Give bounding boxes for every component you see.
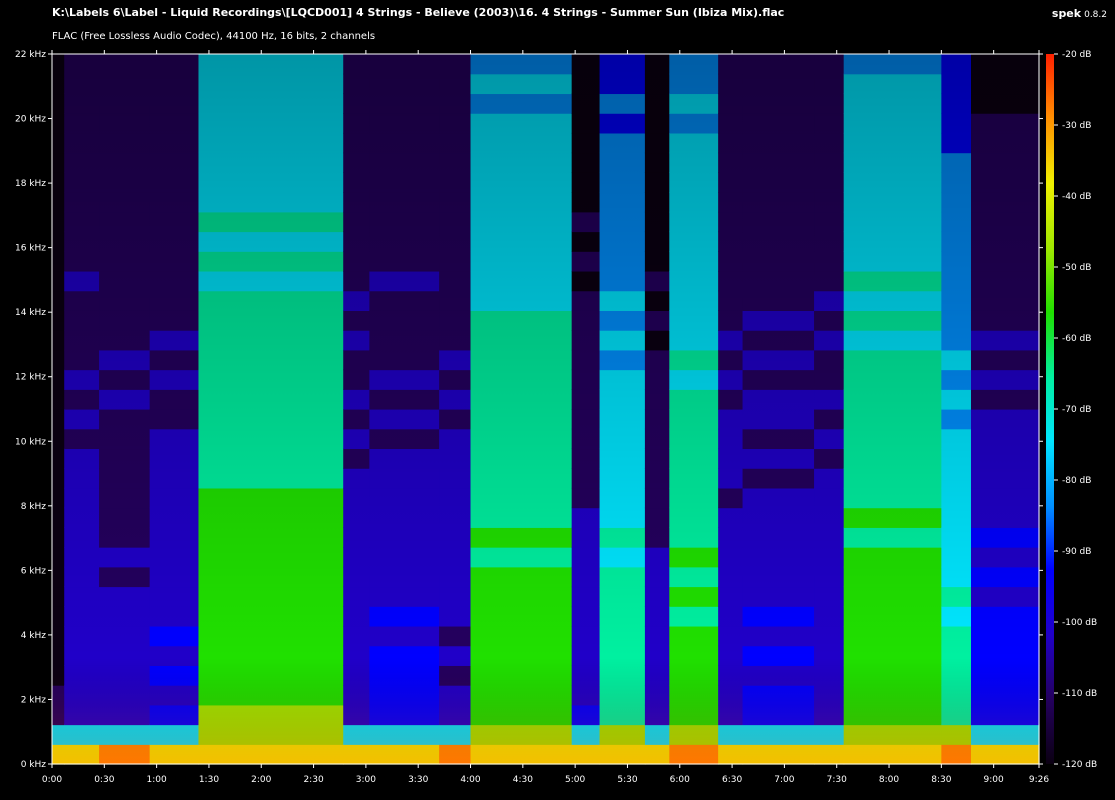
x-tick-label: 6:30	[722, 775, 742, 785]
colorbar-tick-label: -70 dB	[1062, 405, 1091, 415]
x-tick-label: 8:00	[879, 775, 899, 785]
y-tick-label: 14 kHz	[15, 308, 46, 318]
x-tick-label: 2:00	[251, 775, 271, 785]
colorbar-tick-label: -120 dB	[1062, 760, 1097, 770]
x-tick-label: 1:00	[147, 775, 167, 785]
y-tick-label: 18 kHz	[15, 179, 46, 189]
y-tick-label: 8 kHz	[21, 502, 47, 512]
colorbar-tick-label: -80 dB	[1062, 476, 1091, 486]
colorbar-tick-label: -30 dB	[1062, 121, 1091, 131]
x-tick-label: 7:00	[774, 775, 794, 785]
y-tick-label: 6 kHz	[21, 566, 47, 576]
app-name: spek	[1051, 7, 1082, 20]
colorbar-tick-label: -40 dB	[1062, 192, 1091, 202]
spectrogram-shading	[52, 54, 1039, 764]
x-tick-label: 4:30	[513, 775, 533, 785]
x-tick-label: 3:30	[408, 775, 428, 785]
x-tick-label: 8:30	[931, 775, 951, 785]
x-tick-label: 7:30	[827, 775, 847, 785]
audio-info: FLAC (Free Lossless Audio Codec), 44100 …	[52, 31, 376, 42]
y-tick-label: 16 kHz	[15, 244, 46, 254]
app-version: 0.8.2	[1084, 10, 1107, 20]
y-tick-label: 22 kHz	[15, 50, 46, 60]
y-tick-label: 0 kHz	[21, 760, 47, 770]
app-title: spek 0.8.2	[1052, 7, 1107, 20]
x-tick-label: 0:00	[42, 775, 62, 785]
y-tick-label: 2 kHz	[21, 695, 47, 705]
file-path: K:\Labels 6\Label - Liquid Recordings\[L…	[52, 6, 785, 19]
x-tick-label: 1:30	[199, 775, 219, 785]
x-tick-label: 6:00	[670, 775, 690, 785]
x-tick-label: 0:30	[94, 775, 114, 785]
x-tick-label: 9:00	[984, 775, 1004, 785]
y-tick-label: 20 kHz	[15, 115, 46, 125]
colorbar-tick-label: -110 dB	[1062, 689, 1097, 699]
colorbar-tick-label: -90 dB	[1062, 547, 1091, 557]
x-tick-label: 4:00	[460, 775, 480, 785]
colorbar-tick-label: -50 dB	[1062, 263, 1091, 273]
plot-frame	[51, 53, 1040, 765]
colorbar	[1046, 54, 1054, 764]
x-tick-label: 9:26	[1029, 775, 1049, 785]
x-tick-label: 5:30	[617, 775, 637, 785]
x-tick-label: 5:00	[565, 775, 585, 785]
y-tick-label: 12 kHz	[15, 373, 46, 383]
colorbar-tick-label: -60 dB	[1062, 334, 1091, 344]
x-tick-label: 3:00	[356, 775, 376, 785]
colorbar-tick-label: -100 dB	[1062, 618, 1097, 628]
colorbar-tick-label: -20 dB	[1062, 50, 1091, 60]
y-tick-label: 10 kHz	[15, 437, 46, 447]
y-tick-label: 4 kHz	[21, 631, 47, 641]
x-tick-label: 2:30	[303, 775, 323, 785]
